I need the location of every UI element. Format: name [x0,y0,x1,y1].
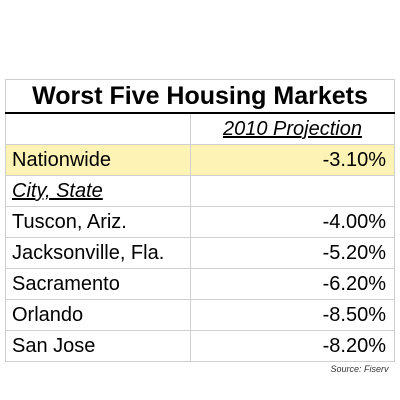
projection-header-cell: 2010 Projection [190,112,395,145]
subheader-row: City, State [5,175,395,207]
nationwide-row: Nationwide -3.10% [5,144,395,176]
table-row: Sacramento -6.20% [5,268,395,300]
city-label: Jacksonville, Fla. [5,237,191,269]
projection-value: -4.00% [190,206,395,238]
projection-value: -6.20% [190,268,395,300]
nationwide-label: Nationwide [5,144,191,176]
city-label: Tuscon, Ariz. [5,206,191,238]
table-row: Tuscon, Ariz. -4.00% [5,206,395,238]
nationwide-value: -3.10% [190,144,395,176]
city-state-subheader: City, State [5,175,191,207]
city-label: Sacramento [5,268,191,300]
blank-header-cell [5,112,191,145]
table-row: Orlando -8.50% [5,299,395,331]
table-row: Jacksonville, Fla. -5.20% [5,237,395,269]
projection-value: -8.50% [190,299,395,331]
title-row: Worst Five Housing Markets [5,79,395,114]
projection-value: -5.20% [190,237,395,269]
table-title: Worst Five Housing Markets [5,79,395,114]
table-row: San Jose -8.20% [5,330,395,362]
source-note: Source: Fiserv [330,364,389,374]
source-row: Source: Fiserv [6,362,395,377]
projection-header: 2010 Projection [223,118,362,140]
column-header-row: 2010 Projection [5,112,395,145]
city-label: San Jose [5,330,191,362]
projection-value: -8.20% [190,330,395,362]
city-label: Orlando [5,299,191,331]
blank-subheader-cell [190,175,395,207]
housing-markets-table: Worst Five Housing Markets 2010 Projecti… [5,79,395,376]
